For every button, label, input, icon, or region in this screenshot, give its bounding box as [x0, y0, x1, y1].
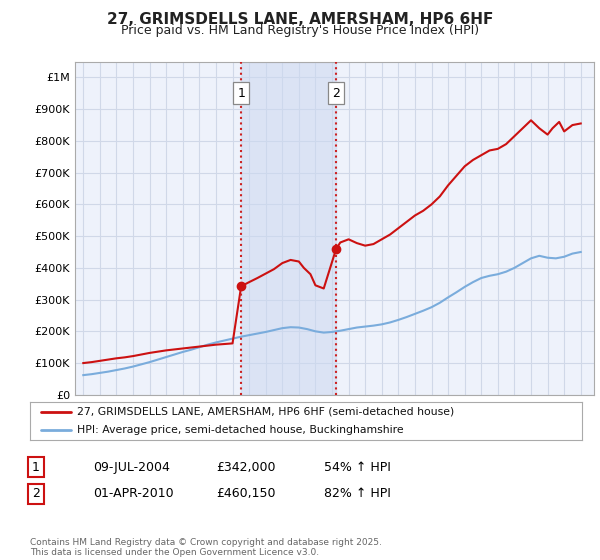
Text: 27, GRIMSDELLS LANE, AMERSHAM, HP6 6HF (semi-detached house): 27, GRIMSDELLS LANE, AMERSHAM, HP6 6HF (…: [77, 407, 454, 417]
Bar: [241, 62, 336, 395]
Text: £342,000: £342,000: [216, 460, 275, 474]
Text: 82% ↑ HPI: 82% ↑ HPI: [324, 487, 391, 501]
Text: £460,150: £460,150: [216, 487, 275, 501]
Text: HPI: Average price, semi-detached house, Buckinghamshire: HPI: Average price, semi-detached house,…: [77, 425, 404, 435]
Text: 1: 1: [32, 460, 40, 474]
Text: Contains HM Land Registry data © Crown copyright and database right 2025.
This d: Contains HM Land Registry data © Crown c…: [30, 538, 382, 557]
Text: 09-JUL-2004: 09-JUL-2004: [93, 460, 170, 474]
Text: 2: 2: [332, 87, 340, 100]
Text: 27, GRIMSDELLS LANE, AMERSHAM, HP6 6HF: 27, GRIMSDELLS LANE, AMERSHAM, HP6 6HF: [107, 12, 493, 27]
Text: 01-APR-2010: 01-APR-2010: [93, 487, 173, 501]
Text: 2: 2: [32, 487, 40, 501]
Text: 1: 1: [237, 87, 245, 100]
Text: 54% ↑ HPI: 54% ↑ HPI: [324, 460, 391, 474]
Text: Price paid vs. HM Land Registry's House Price Index (HPI): Price paid vs. HM Land Registry's House …: [121, 24, 479, 37]
